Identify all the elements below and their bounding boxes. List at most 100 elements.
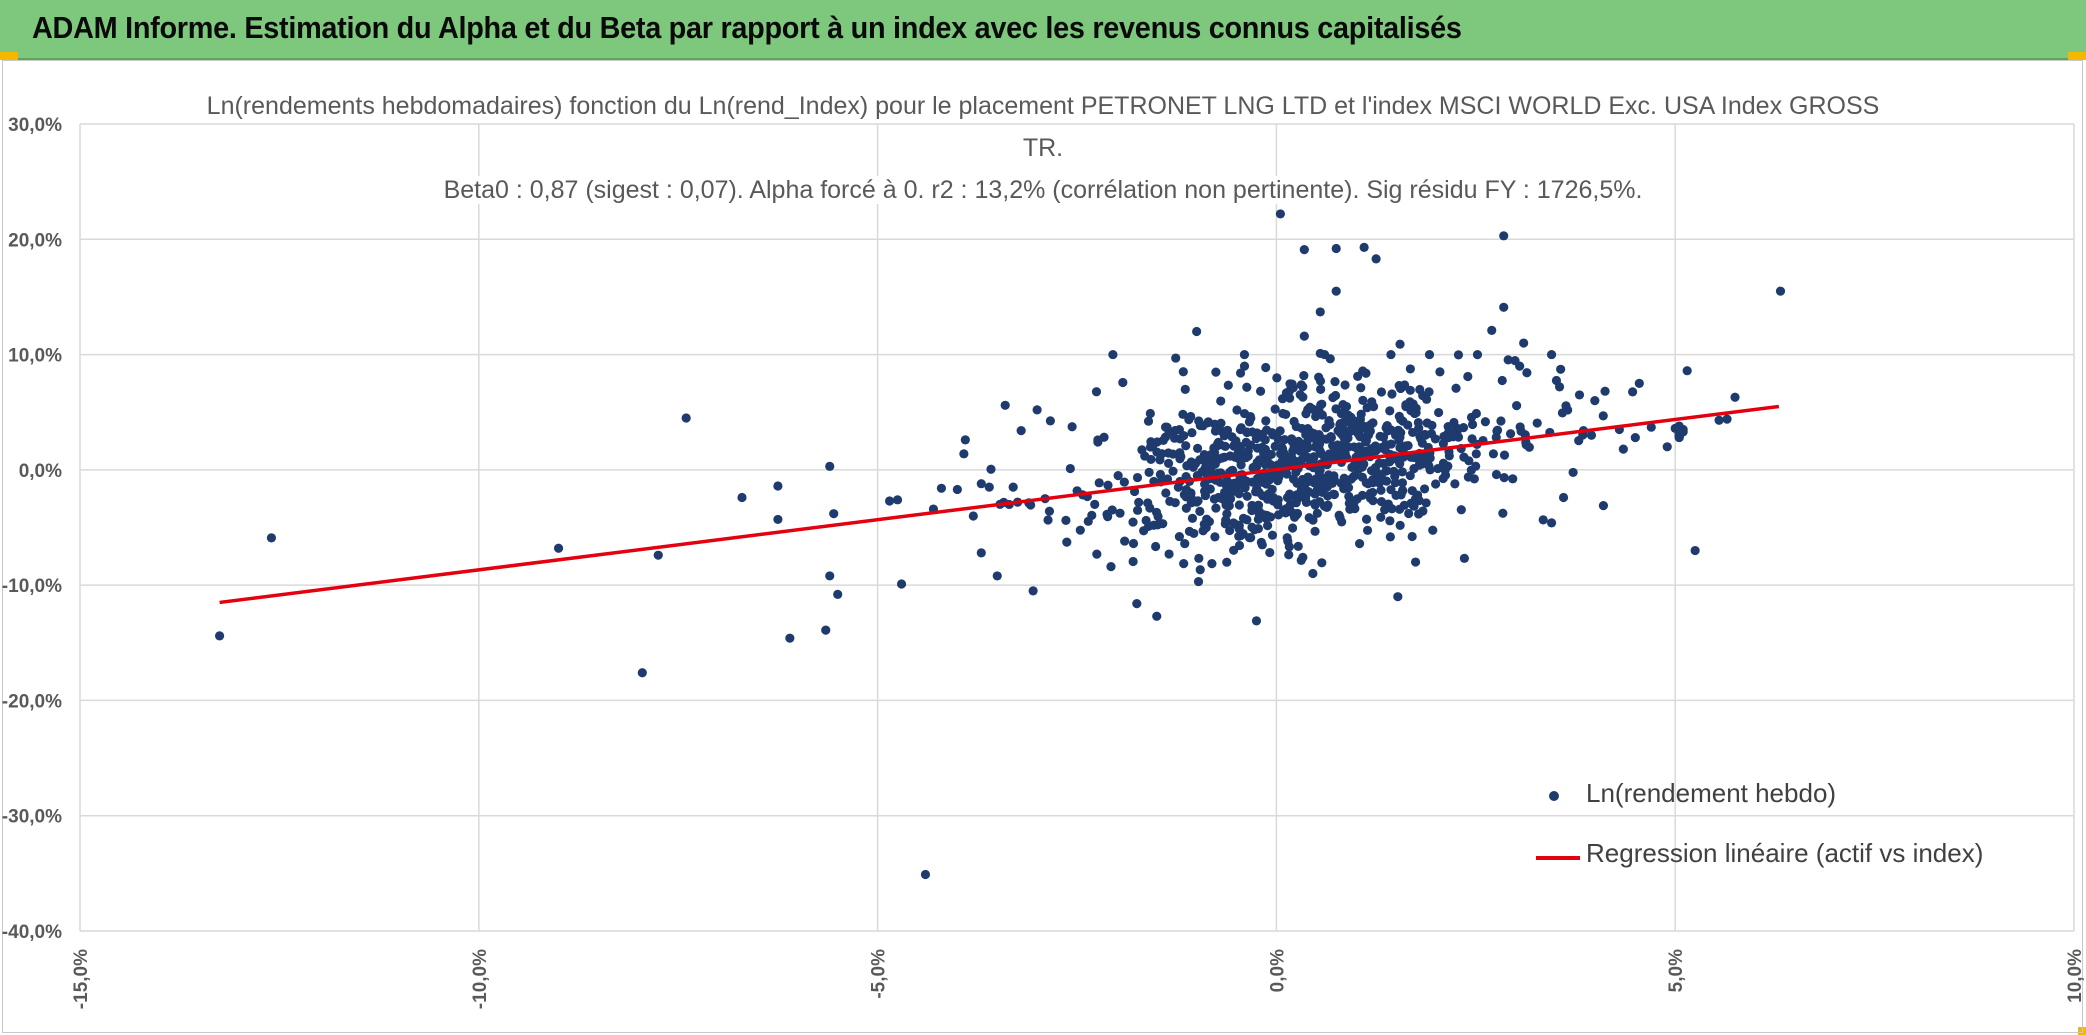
data-point bbox=[1282, 533, 1292, 543]
data-point bbox=[1213, 492, 1224, 503]
data-point bbox=[1561, 401, 1571, 411]
y-tick-label: -20,0% bbox=[2, 691, 62, 712]
data-point bbox=[1252, 462, 1262, 472]
data-point bbox=[1145, 503, 1155, 513]
data-point bbox=[1265, 459, 1275, 470]
data-point bbox=[1385, 532, 1395, 542]
data-point bbox=[1452, 427, 1462, 437]
data-point bbox=[1385, 516, 1395, 526]
data-point bbox=[1419, 484, 1430, 494]
corner-marker-left bbox=[0, 52, 18, 60]
data-point bbox=[1292, 510, 1302, 520]
data-point bbox=[1296, 555, 1306, 565]
data-point bbox=[1396, 428, 1406, 438]
data-point bbox=[1459, 553, 1469, 563]
data-point bbox=[1216, 418, 1226, 428]
data-point bbox=[825, 571, 835, 581]
data-point bbox=[1365, 493, 1376, 503]
data-point bbox=[1456, 505, 1466, 515]
data-point bbox=[1335, 418, 1346, 429]
data-point bbox=[1312, 485, 1322, 495]
data-point bbox=[1463, 371, 1473, 382]
data-point bbox=[1416, 434, 1426, 444]
data-point bbox=[1152, 611, 1162, 621]
chart-title-line-2: TR. bbox=[0, 134, 2086, 163]
data-point bbox=[1308, 568, 1318, 579]
data-point bbox=[1285, 393, 1295, 403]
data-point bbox=[1428, 525, 1438, 535]
corner-marker-right bbox=[2068, 52, 2086, 60]
data-point bbox=[1524, 442, 1534, 452]
data-point bbox=[214, 631, 225, 641]
data-point bbox=[1348, 472, 1359, 482]
data-point bbox=[1464, 456, 1474, 466]
data-point bbox=[1161, 488, 1171, 498]
data-point bbox=[1357, 490, 1368, 500]
data-point bbox=[1415, 384, 1425, 395]
data-point bbox=[986, 464, 996, 474]
data-point bbox=[1407, 486, 1417, 496]
data-point bbox=[1235, 441, 1246, 452]
chart-frame bbox=[2, 60, 2083, 1033]
data-point bbox=[1201, 465, 1212, 475]
data-point bbox=[1165, 496, 1175, 506]
data-point bbox=[1499, 302, 1509, 312]
data-point bbox=[833, 589, 843, 599]
data-point bbox=[1278, 444, 1288, 454]
data-point bbox=[637, 668, 647, 678]
data-point bbox=[1195, 506, 1205, 516]
data-point bbox=[1444, 427, 1454, 437]
data-point bbox=[1061, 515, 1071, 525]
data-point bbox=[1401, 400, 1411, 410]
data-point bbox=[1235, 368, 1246, 378]
data-point bbox=[1395, 339, 1405, 349]
data-point bbox=[1295, 389, 1305, 400]
data-point bbox=[1598, 500, 1609, 511]
data-point bbox=[1281, 504, 1291, 514]
data-point bbox=[1305, 402, 1315, 412]
data-point bbox=[1404, 508, 1414, 519]
data-point bbox=[1113, 471, 1123, 481]
data-point bbox=[681, 413, 691, 423]
data-point bbox=[1349, 497, 1359, 507]
data-point bbox=[1155, 469, 1166, 480]
data-point bbox=[1164, 549, 1174, 559]
data-point bbox=[1316, 384, 1326, 394]
data-point bbox=[976, 479, 986, 489]
data-point bbox=[1220, 519, 1230, 529]
data-point bbox=[1322, 491, 1333, 501]
data-point bbox=[1194, 553, 1204, 563]
data-point bbox=[1179, 559, 1189, 569]
data-point bbox=[1413, 454, 1423, 464]
data-point bbox=[1270, 404, 1280, 414]
data-point bbox=[1181, 441, 1191, 451]
banner-title: ADAM Informe. Estimation du Alpha et du … bbox=[32, 10, 1462, 45]
data-point bbox=[896, 579, 907, 589]
data-point bbox=[1186, 411, 1196, 422]
data-point bbox=[1268, 430, 1278, 440]
data-point bbox=[1146, 454, 1156, 465]
data-point bbox=[1106, 562, 1116, 572]
data-point bbox=[1466, 465, 1476, 475]
data-point bbox=[1291, 421, 1301, 432]
data-point bbox=[1216, 396, 1226, 406]
data-point bbox=[1487, 325, 1497, 335]
data-point bbox=[1178, 409, 1188, 419]
data-point bbox=[1618, 444, 1628, 454]
data-point bbox=[1586, 430, 1597, 440]
data-point bbox=[1282, 492, 1293, 503]
data-point bbox=[1264, 489, 1274, 499]
data-point bbox=[1322, 502, 1332, 513]
data-point bbox=[1775, 286, 1786, 296]
data-point bbox=[1242, 491, 1252, 501]
data-point bbox=[1344, 491, 1354, 501]
data-point bbox=[1451, 383, 1461, 393]
data-point bbox=[1227, 465, 1238, 476]
data-point bbox=[1410, 557, 1421, 567]
data-point bbox=[1287, 523, 1298, 533]
data-point bbox=[1222, 509, 1232, 519]
data-point bbox=[1137, 445, 1147, 455]
data-point bbox=[1375, 431, 1385, 441]
data-point bbox=[1387, 389, 1397, 399]
data-point bbox=[1118, 377, 1128, 388]
